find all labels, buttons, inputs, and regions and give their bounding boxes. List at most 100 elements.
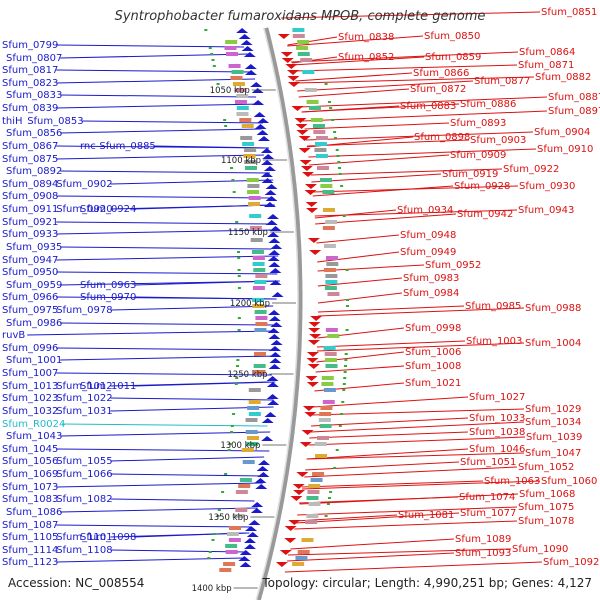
- left-gene-label[interactable]: Sfum_0833: [6, 90, 62, 101]
- right-gene-label[interactable]: Sfum_1021: [405, 378, 461, 389]
- left-gene-label[interactable]: Sfum_1043: [6, 431, 62, 442]
- right-gene-label[interactable]: Sfum_0930: [519, 181, 575, 192]
- right-gene-label[interactable]: Sfum_1029: [525, 404, 581, 415]
- left-gene-label[interactable]: Sfum_1011: [80, 381, 136, 392]
- left-gene-label[interactable]: Sfum_1007: [2, 368, 58, 379]
- right-gene-label[interactable]: Sfum_0934: [397, 205, 453, 216]
- right-gene-label[interactable]: Sfum_1078: [518, 516, 574, 527]
- right-gene-label[interactable]: Sfum_0983: [403, 273, 459, 284]
- left-gene-label[interactable]: Sfum_0894: [2, 179, 58, 190]
- left-gene-label[interactable]: Sfum_0902: [56, 179, 112, 190]
- right-gene-label[interactable]: Sfum_1068: [519, 489, 575, 500]
- right-gene-label[interactable]: Sfum_1063: [484, 476, 540, 487]
- left-gene-label[interactable]: Sfum_0935: [6, 242, 62, 253]
- left-gene-label[interactable]: Sfum_0911: [2, 204, 58, 215]
- left-gene-label[interactable]: Sfum_0875: [2, 154, 58, 165]
- left-gene-label[interactable]: Sfum_0817: [2, 65, 58, 76]
- right-gene-label[interactable]: Sfum_1033: [469, 413, 525, 424]
- right-gene-label[interactable]: Sfum_0910: [537, 144, 593, 155]
- right-gene-label[interactable]: Sfum_1077: [460, 508, 516, 519]
- right-gene-label[interactable]: Sfum_1074: [459, 492, 515, 503]
- right-gene-label[interactable]: Sfum_0952: [425, 260, 481, 271]
- right-gene-label[interactable]: Sfum_0872: [410, 84, 466, 95]
- right-gene-label[interactable]: Sfum_0898: [414, 132, 470, 143]
- right-gene-label[interactable]: Sfum_1034: [525, 417, 581, 428]
- left-gene-label[interactable]: Sfum_0807: [6, 53, 62, 64]
- right-gene-label[interactable]: Sfum_1006: [405, 347, 461, 358]
- left-gene-label[interactable]: Sfum_R0024: [2, 419, 65, 430]
- left-gene-label[interactable]: rnc: [80, 141, 96, 152]
- right-gene-label[interactable]: Sfum_1060: [541, 476, 597, 487]
- right-gene-label[interactable]: Sfum_0897: [548, 106, 600, 117]
- right-gene-label[interactable]: Sfum_0866: [413, 68, 469, 79]
- left-gene-label[interactable]: Sfum_0921: [2, 217, 58, 228]
- left-gene-label[interactable]: Sfum_1082: [56, 494, 112, 505]
- left-gene-label[interactable]: thiH: [2, 116, 23, 127]
- left-gene-label[interactable]: Sfum_0856: [6, 128, 62, 139]
- right-gene-label[interactable]: Sfum_0852: [338, 52, 394, 63]
- right-gene-label[interactable]: Sfum_0859: [425, 52, 481, 63]
- right-gene-label[interactable]: Sfum_0949: [400, 247, 456, 258]
- left-gene-label[interactable]: Sfum_0823: [2, 78, 58, 89]
- right-gene-label[interactable]: Sfum_1039: [526, 432, 582, 443]
- right-gene-label[interactable]: Sfum_0864: [519, 47, 575, 58]
- left-gene-label[interactable]: Sfum_1108: [56, 545, 112, 556]
- left-gene-label[interactable]: Sfum_1022: [56, 393, 112, 404]
- left-gene-label[interactable]: Sfum_0978: [56, 305, 112, 316]
- right-gene-label[interactable]: Sfum_0871: [518, 60, 574, 71]
- left-gene-label[interactable]: Sfum_0986: [6, 318, 62, 329]
- right-gene-label[interactable]: Sfum_1046: [469, 444, 525, 455]
- left-gene-label[interactable]: Sfum_0996: [2, 343, 58, 354]
- right-gene-label[interactable]: Sfum_0903: [470, 135, 526, 146]
- right-gene-label[interactable]: Sfum_1092: [543, 557, 599, 568]
- right-gene-label[interactable]: Sfum_0988: [525, 303, 581, 314]
- right-gene-label[interactable]: Sfum_1052: [518, 462, 574, 473]
- right-gene-label[interactable]: Sfum_0877: [474, 76, 530, 87]
- right-gene-label[interactable]: Sfum_1003: [466, 336, 522, 347]
- right-gene-label[interactable]: Sfum_0838: [338, 32, 394, 43]
- left-gene-label[interactable]: Sfum_0950: [2, 267, 58, 278]
- left-gene-label[interactable]: Sfum_1055: [56, 456, 112, 467]
- right-gene-label[interactable]: Sfum_1051: [460, 457, 516, 468]
- left-gene-label[interactable]: Sfum_1031: [56, 406, 112, 417]
- right-gene-label[interactable]: Sfum_0887: [548, 92, 600, 103]
- right-gene-label[interactable]: Sfum_0882: [535, 72, 591, 83]
- right-gene-label[interactable]: Sfum_0928: [454, 181, 510, 192]
- left-gene-label[interactable]: Sfum_1098: [80, 532, 136, 543]
- right-gene-label[interactable]: Sfum_1004: [525, 338, 581, 349]
- right-gene-label[interactable]: Sfum_0998: [405, 323, 461, 334]
- left-gene-label[interactable]: Sfum_1086: [6, 507, 62, 518]
- left-gene-label[interactable]: Sfum_1056: [2, 456, 58, 467]
- left-gene-label[interactable]: Sfum_1023: [2, 393, 58, 404]
- right-gene-label[interactable]: Sfum_1093: [455, 548, 511, 559]
- left-gene-label[interactable]: Sfum_1087: [2, 520, 58, 531]
- left-gene-label[interactable]: Sfum_0839: [2, 103, 58, 114]
- right-gene-label[interactable]: Sfum_0942: [457, 209, 513, 220]
- right-gene-label[interactable]: Sfum_0909: [450, 150, 506, 161]
- left-gene-label[interactable]: Sfum_1066: [56, 469, 112, 480]
- right-gene-label[interactable]: Sfum_0904: [534, 127, 590, 138]
- left-gene-label[interactable]: Sfum_1001: [6, 355, 62, 366]
- right-gene-label[interactable]: Sfum_1027: [469, 392, 525, 403]
- left-gene-label[interactable]: Sfum_0892: [6, 166, 62, 177]
- right-gene-label[interactable]: Sfum_0851: [541, 7, 597, 18]
- left-gene-label[interactable]: Sfum_1045: [2, 444, 58, 455]
- right-gene-label[interactable]: Sfum_0948: [400, 230, 456, 241]
- left-gene-label[interactable]: Sfum_1073: [2, 482, 58, 493]
- left-gene-label[interactable]: Sfum_1069: [2, 469, 58, 480]
- left-gene-label[interactable]: Sfum_0867: [2, 141, 58, 152]
- right-gene-label[interactable]: Sfum_0985: [465, 301, 521, 312]
- right-gene-label[interactable]: Sfum_0919: [442, 169, 498, 180]
- left-gene-label[interactable]: Sfum_0963: [80, 280, 136, 291]
- left-gene-label[interactable]: Sfum_0799: [2, 40, 58, 51]
- right-gene-label[interactable]: Sfum_1038: [469, 427, 525, 438]
- left-gene-label[interactable]: Sfum_1114: [2, 545, 58, 556]
- right-gene-label[interactable]: Sfum_1047: [525, 448, 581, 459]
- right-gene-label[interactable]: Sfum_1081: [398, 510, 454, 521]
- left-gene-label[interactable]: ruvB: [2, 330, 25, 341]
- left-gene-label[interactable]: Sfum_0959: [6, 280, 62, 291]
- right-gene-label[interactable]: Sfum_1008: [405, 361, 461, 372]
- left-gene-label[interactable]: Sfum_0924: [80, 204, 136, 215]
- right-gene-label[interactable]: Sfum_0943: [518, 205, 574, 216]
- left-gene-label[interactable]: Sfum_0966: [2, 292, 58, 303]
